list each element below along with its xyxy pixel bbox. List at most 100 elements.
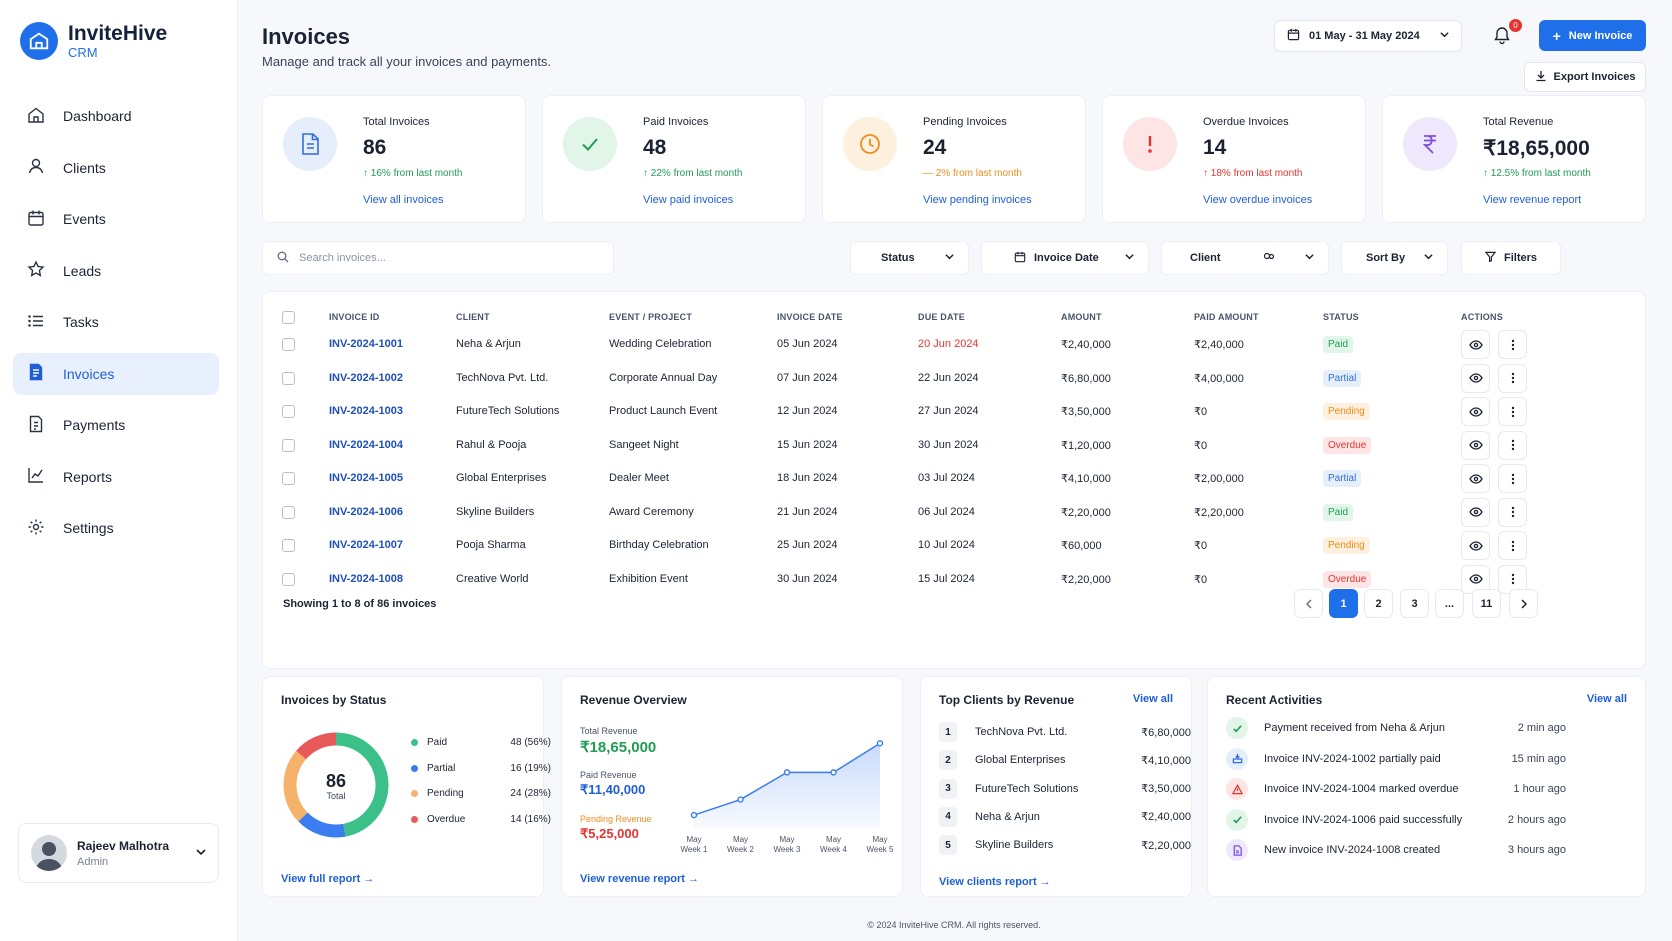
- user-menu[interactable]: Rajeev Malhotra Admin: [18, 823, 219, 883]
- row-checkbox[interactable]: [282, 539, 295, 552]
- row-checkbox[interactable]: [282, 405, 295, 418]
- table-row[interactable]: INV-2024-1006 Skyline Builders Award Cerem…: [263, 496, 1647, 530]
- more-options-icon[interactable]: [1498, 330, 1527, 359]
- eye-icon[interactable]: [1461, 497, 1490, 527]
- stat-link[interactable]: View overdue invoices: [1203, 194, 1313, 206]
- invoice-id-link[interactable]: INV-2024-1006: [329, 505, 403, 518]
- stat-link[interactable]: View revenue report: [1483, 194, 1582, 206]
- sidebar-item-settings[interactable]: Settings: [13, 507, 219, 549]
- event-cell: Award Ceremony: [609, 505, 694, 518]
- stat-link[interactable]: View pending invoices: [923, 194, 1032, 206]
- x-tick-label: May: [686, 835, 701, 844]
- client-filter[interactable]: Client: [1161, 241, 1329, 275]
- client-item[interactable]: 5 Skyline Builders ₹2,20,000: [939, 835, 1191, 856]
- sidebar-item-leads[interactable]: Leads: [13, 250, 219, 292]
- invoice-id-link[interactable]: INV-2024-1008: [329, 572, 403, 585]
- list-icon: [27, 312, 45, 333]
- status-badge: Overdue: [1323, 570, 1372, 588]
- invoice-date-filter[interactable]: Invoice Date: [981, 241, 1149, 275]
- brand-logo[interactable]: InviteHive CRM: [20, 22, 167, 60]
- more-options-icon[interactable]: [1498, 464, 1527, 493]
- bell-icon[interactable]: [1492, 25, 1516, 49]
- view-full-report-link[interactable]: View full report →: [281, 873, 375, 885]
- eye-icon[interactable]: [1461, 397, 1490, 426]
- invoice-id-link[interactable]: INV-2024-1003: [329, 405, 403, 417]
- date-range-picker[interactable]: 01 May - 31 May 2024: [1274, 20, 1462, 52]
- invoice-id-link[interactable]: INV-2024-1004: [329, 438, 403, 451]
- page-button[interactable]: 2: [1364, 589, 1393, 618]
- search-input[interactable]: Search invoices...: [262, 241, 614, 275]
- eye-icon[interactable]: [1461, 464, 1490, 493]
- client-item[interactable]: 2 Global Enterprises ₹4,10,000: [939, 750, 1191, 771]
- table-row[interactable]: INV-2024-1007 Pooja Sharma Birthday Celebr…: [263, 529, 1647, 563]
- prev-page-button[interactable]: [1294, 589, 1323, 618]
- activity-text: Payment received from Neha & Arjun: [1264, 722, 1445, 734]
- sort-by-dropdown[interactable]: Sort By: [1341, 241, 1448, 275]
- more-options-icon[interactable]: [1498, 430, 1527, 460]
- stat-delta: ↑ 16% from last month: [363, 168, 463, 179]
- invoice-id-link[interactable]: INV-2024-1005: [329, 472, 403, 484]
- sidebar-item-clients[interactable]: Clients: [13, 147, 219, 189]
- view-all-clients-link[interactable]: View all: [1132, 693, 1173, 705]
- export-invoices-button[interactable]: Export Invoices: [1524, 62, 1646, 92]
- sidebar-item-dashboard[interactable]: Dashboard: [13, 95, 219, 137]
- row-checkbox[interactable]: [282, 338, 295, 351]
- new-invoice-button[interactable]: + New Invoice: [1539, 20, 1646, 51]
- page-button[interactable]: 11: [1472, 589, 1501, 618]
- select-all-checkbox[interactable]: [282, 311, 295, 324]
- notification-badge: 0: [1509, 19, 1522, 32]
- row-checkbox[interactable]: [282, 472, 295, 485]
- filters-button[interactable]: Filters: [1461, 241, 1561, 275]
- view-revenue-report-link[interactable]: View revenue report →: [580, 873, 700, 885]
- sidebar-item-reports[interactable]: Reports: [13, 456, 219, 498]
- row-checkbox[interactable]: [282, 572, 295, 586]
- more-options-icon[interactable]: [1498, 397, 1527, 426]
- table-row[interactable]: INV-2024-1001 Neha & Arjun Wedding Celebra…: [263, 328, 1647, 362]
- client-item[interactable]: 3 FutureTech Solutions ₹3,50,000: [939, 778, 1191, 799]
- invoice-id-link[interactable]: INV-2024-1007: [329, 539, 403, 551]
- sidebar-item-tasks[interactable]: Tasks: [13, 301, 219, 343]
- more-options-icon[interactable]: [1498, 531, 1527, 560]
- legend-item: Overdue 14 (16%): [411, 814, 551, 825]
- more-options-icon[interactable]: [1498, 497, 1527, 527]
- chevron-down-icon[interactable]: [196, 847, 206, 860]
- activity-time: 2 min ago: [1517, 722, 1566, 734]
- client-item[interactable]: 1 TechNova Pvt. Ltd. ₹6,80,000: [939, 722, 1191, 742]
- view-clients-report-link[interactable]: View clients report →: [939, 876, 1051, 888]
- stat-link[interactable]: View all invoices: [363, 194, 444, 206]
- eye-icon[interactable]: [1461, 531, 1490, 560]
- row-checkbox[interactable]: [282, 371, 295, 385]
- activity-item[interactable]: New invoice INV-2024-1008 created 3 hours…: [1226, 839, 1566, 862]
- page-button[interactable]: ...: [1435, 589, 1464, 618]
- sidebar-item-events[interactable]: Events: [13, 198, 219, 240]
- next-page-button[interactable]: [1509, 589, 1538, 618]
- invoice-id-link[interactable]: INV-2024-1002: [329, 371, 403, 384]
- activity-item[interactable]: Invoice INV-2024-1006 paid successfully 2…: [1226, 808, 1566, 831]
- eye-icon[interactable]: [1461, 430, 1490, 460]
- plus-icon: +: [1552, 27, 1561, 44]
- table-row[interactable]: INV-2024-1003 FutureTech Solutions Product…: [263, 395, 1647, 429]
- eye-icon[interactable]: [1461, 330, 1490, 359]
- eye-icon[interactable]: [1461, 363, 1490, 393]
- activity-item[interactable]: Invoice INV-2024-1002 partially paid 15 m…: [1226, 747, 1566, 770]
- invoice-id-link[interactable]: INV-2024-1001: [329, 338, 403, 350]
- donut-slice-partial: [298, 812, 346, 838]
- status-filter[interactable]: Status: [850, 241, 969, 275]
- activity-item[interactable]: Payment received from Neha & Arjun 2 min …: [1226, 717, 1566, 739]
- table-row[interactable]: INV-2024-1005 Global Enterprises Dealer Me…: [263, 462, 1647, 496]
- client-item[interactable]: 4 Neha & Arjun ₹2,40,000: [939, 806, 1191, 827]
- view-all-activities-link[interactable]: View all: [1586, 693, 1627, 705]
- due-date-cell: 06 Jul 2024: [918, 505, 975, 518]
- table-row[interactable]: INV-2024-1002 TechNova Pvt. Ltd. Corporate…: [263, 362, 1647, 396]
- stat-link[interactable]: View paid invoices: [643, 194, 734, 206]
- page-button[interactable]: 1: [1329, 589, 1358, 618]
- activity-item[interactable]: Invoice INV-2024-1004 marked overdue 1 ho…: [1226, 778, 1566, 801]
- sidebar-item-invoices[interactable]: Invoices: [13, 352, 219, 395]
- row-checkbox[interactable]: [282, 438, 295, 452]
- table-row[interactable]: INV-2024-1004 Rahul & Pooja Sangeet Night 1…: [263, 429, 1647, 463]
- invoice-date-cell: 15 Jun 2024: [777, 438, 838, 451]
- row-checkbox[interactable]: [282, 505, 295, 519]
- page-button[interactable]: 3: [1400, 589, 1429, 618]
- sidebar-item-payments[interactable]: Payments: [13, 404, 219, 446]
- more-options-icon[interactable]: [1498, 363, 1527, 393]
